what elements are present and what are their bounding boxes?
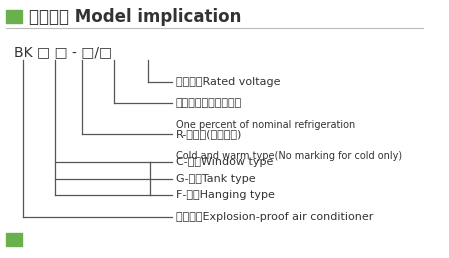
Bar [6, 233, 22, 246]
Text: Cold and warm type(No marking for cold only): Cold and warm type(No marking for cold o… [176, 151, 402, 161]
Text: F-挂式Hanging type: F-挂式Hanging type [176, 190, 275, 200]
Text: G-柜式Tank type: G-柜式Tank type [176, 174, 255, 184]
Text: 额定电压Rated voltage: 额定电压Rated voltage [176, 77, 280, 87]
Bar [6, 10, 22, 23]
Text: 防爆空调Explosion-proof air conditioner: 防爆空调Explosion-proof air conditioner [176, 212, 373, 222]
Text: C-窗式Window type: C-窗式Window type [176, 157, 273, 167]
Text: R-冷暖型(单冷不注): R-冷暖型(单冷不注) [176, 129, 242, 139]
Text: 名义制冷量的百分之一: 名义制冷量的百分之一 [176, 99, 242, 108]
Text: 型号含义 Model implication: 型号含义 Model implication [29, 8, 242, 26]
Text: One percent of nominal refrigeration: One percent of nominal refrigeration [176, 120, 355, 130]
Text: BK □ □ - □/□: BK □ □ - □/□ [14, 45, 112, 59]
